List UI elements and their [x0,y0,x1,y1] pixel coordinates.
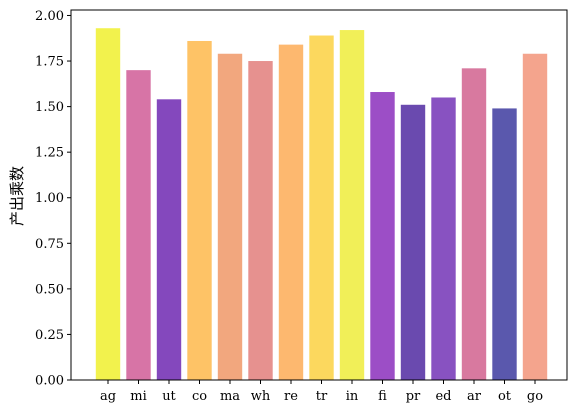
x-tick-label: in [346,389,359,404]
bar-fi [370,92,395,380]
x-tick-label: mi [130,389,147,404]
y-tick-label: 0.25 [35,328,64,343]
bar-ed [431,97,456,381]
bar-pr [400,104,426,381]
x-tick-label: fi [378,389,387,404]
bar-go [522,53,548,381]
x-tick-label: tr [316,389,328,404]
y-tick-label: 0.75 [35,237,64,252]
x-tick-label: go [527,389,543,404]
bar-ar [461,68,487,380]
x-tick-label: ut [162,389,176,404]
x-tick-label: ot [498,389,512,404]
bar-tr [309,35,334,380]
bar-ag [95,28,121,381]
y-tick-label: 1.75 [35,55,64,70]
y-tick-label: 1.00 [35,191,64,206]
y-tick-label: 1.25 [35,146,64,161]
bar-in [339,30,365,381]
bar-co [187,40,212,380]
x-tick-label: wh [251,389,271,404]
bar-re [278,44,304,380]
x-tick-label: ag [100,389,116,404]
bar-ot [492,108,517,380]
x-tick-label: ar [467,389,482,404]
bar-wh [248,61,273,380]
x-tick-label: co [192,389,207,404]
plot-frame [70,9,568,381]
y-tick-label: 1.50 [35,100,64,115]
x-tick-label: ma [220,389,240,404]
bars-group [95,28,548,381]
bar-mi [126,70,151,381]
y-tick-label: 0.00 [35,374,64,389]
y-tick-label: 0.50 [35,282,64,297]
y-axis-label: 产出乘数 [8,166,26,226]
y-axis-ticks: 0.00 0.25 0.50 0.75 1.00 1.25 1.50 1.75 2.00 [35,9,71,389]
x-tick-label: pr [406,389,421,404]
y-tick-label: 2.00 [35,9,64,24]
bar-ut [156,99,182,380]
bar-ma [217,53,243,381]
x-tick-label: ed [435,389,451,404]
x-axis-ticks: ag mi ut co ma wh re tr in fi pr ed ar ot go [100,380,543,404]
x-tick-label: re [284,389,298,404]
